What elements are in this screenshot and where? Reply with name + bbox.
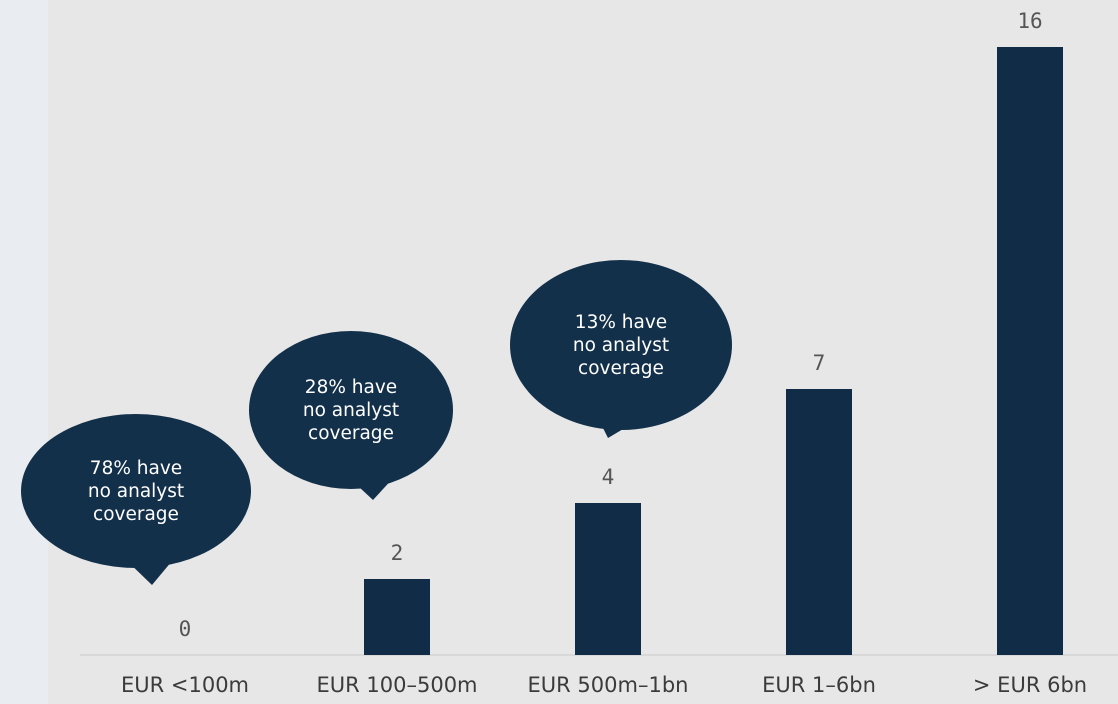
annotation-line-1-1: no analyst	[303, 400, 399, 421]
annotation-line-0-0: 78% have	[90, 458, 182, 479]
annotation-line-0-1: no analyst	[88, 481, 184, 502]
bars-group	[364, 47, 1063, 655]
bubble-shape-2	[510, 260, 732, 430]
bubble-tail-1	[344, 473, 396, 500]
category-label-0: EUR <100m	[121, 673, 249, 697]
annotation-line-2-0: 13% have	[575, 312, 667, 333]
annotation-line-0-2: coverage	[93, 504, 179, 525]
bar-1	[364, 579, 430, 655]
category-label-2: EUR 500m–1bn	[528, 673, 689, 697]
category-label-1: EUR 100–500m	[316, 673, 477, 697]
annotation-line-2-1: no analyst	[573, 335, 669, 356]
value-labels-group: 0 2 4 7 16	[179, 9, 1043, 641]
bar-3	[786, 389, 852, 655]
category-label-4: > EUR 6bn	[973, 673, 1087, 697]
category-labels-group: EUR <100m EUR 100–500m EUR 500m–1bn EUR 1–6…	[121, 673, 1087, 697]
value-label-1: 2	[391, 541, 404, 565]
bar-4	[997, 47, 1063, 655]
bar-2	[575, 503, 641, 655]
bubble-tail-0	[122, 556, 172, 585]
bubble-shape-0	[21, 414, 251, 568]
annotation-line-1-0: 28% have	[305, 377, 397, 398]
annotation-line-1-2: coverage	[308, 423, 394, 444]
annotation-line-2-2: coverage	[578, 358, 664, 379]
value-label-0: 0	[179, 617, 192, 641]
value-label-4: 16	[1017, 9, 1042, 33]
bubble-tail-2	[595, 412, 650, 438]
value-label-2: 4	[602, 465, 615, 489]
category-label-3: EUR 1–6bn	[762, 673, 876, 697]
value-label-3: 7	[813, 351, 826, 375]
bubble-shape-1	[249, 331, 453, 489]
left-strip	[0, 0, 48, 704]
